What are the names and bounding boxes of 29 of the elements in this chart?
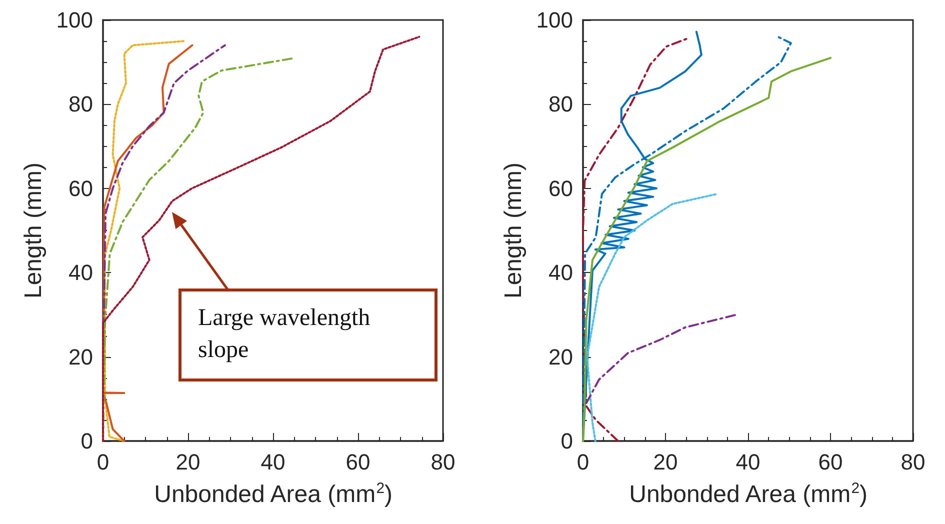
x-tick-label: 20 — [653, 450, 678, 474]
y-tick-label: 20 — [548, 344, 573, 370]
y-tick-label: 40 — [68, 260, 93, 286]
x-tick-label: 20 — [176, 450, 200, 474]
y-tick-label: 100 — [536, 8, 573, 32]
y-axis-title: Length (mm) — [20, 162, 47, 299]
line-series — [585, 314, 738, 404]
y-tick-label: 0 — [80, 428, 93, 454]
line-series — [582, 56, 832, 442]
annotation: Large wavelength slope — [198, 305, 376, 363]
line-series — [586, 192, 718, 442]
line-series — [102, 36, 420, 442]
y-tick-label: 80 — [548, 92, 573, 117]
x-tick-label: 40 — [260, 450, 286, 474]
x-tick-label: 60 — [346, 450, 370, 474]
x-tick-label: 60 — [818, 450, 843, 474]
y-tick-label: 40 — [548, 260, 573, 286]
y-tick-label: 0 — [560, 428, 573, 454]
y-tick-label: 60 — [548, 176, 573, 201]
y-tick-label: 100 — [56, 8, 93, 32]
x-tick-label: 80 — [900, 450, 926, 474]
x-tick-label: 80 — [430, 450, 456, 474]
x-tick-label: 0 — [96, 450, 110, 474]
y-axis-title: Length (mm) — [500, 162, 527, 299]
y-tick-label: 60 — [68, 176, 93, 201]
y-tick-label: 80 — [68, 92, 93, 117]
y-tick-label: 20 — [68, 344, 93, 370]
x-tick-label: 40 — [736, 450, 760, 474]
x-tick-label: 0 — [576, 450, 590, 474]
